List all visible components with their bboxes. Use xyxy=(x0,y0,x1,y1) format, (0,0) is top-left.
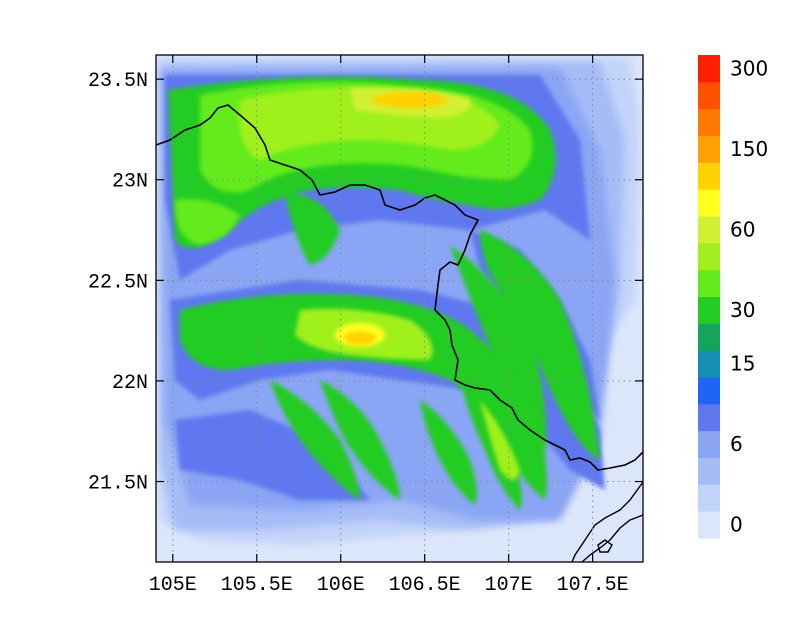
y-tick-label: 22N xyxy=(112,372,148,395)
coastline-inner xyxy=(581,514,643,562)
colorbar-swatch xyxy=(698,108,720,136)
x-tick-label: 105.5E xyxy=(221,574,293,597)
rainfall-level-8-lower xyxy=(180,294,547,510)
colorbar-swatch xyxy=(698,323,720,351)
border-line xyxy=(156,104,643,471)
colorbar-label: 150 xyxy=(730,137,768,161)
plot-frame xyxy=(155,54,644,563)
colorbar-swatch xyxy=(698,189,720,217)
rainfall-level-13 xyxy=(372,92,448,108)
colorbar-swatch xyxy=(698,377,720,405)
island xyxy=(597,539,613,553)
colorbar-swatch xyxy=(698,403,720,432)
y-tick-label: 21.5N xyxy=(88,473,148,496)
colorbar-swatch xyxy=(698,484,720,512)
colorbar-swatch xyxy=(698,55,720,83)
colorbar-swatch xyxy=(698,269,720,297)
coastline xyxy=(571,481,643,562)
x-tick-label: 107E xyxy=(485,574,533,597)
colorbar-swatch xyxy=(698,430,720,458)
colorbar-swatch xyxy=(698,216,720,244)
x-tick-label: 106E xyxy=(317,574,365,597)
colorbar-swatch xyxy=(698,242,720,271)
colorbar-swatch xyxy=(698,457,720,485)
y-tick-label: 23N xyxy=(112,171,148,194)
rainfall-level-13-lower xyxy=(344,331,376,345)
colorbar-swatch xyxy=(698,350,720,378)
colorbar-swatch xyxy=(698,162,720,190)
colorbar: 0 6 15 30 60 150 300 xyxy=(698,55,768,539)
colorbar-label: 300 xyxy=(730,56,768,80)
colorbar-swatch xyxy=(698,296,720,324)
colorbar-swatch xyxy=(698,81,720,110)
axis-ticks: 105E 105.5E 106E 106.5E 107E 107.5E 21.5N 22N 22… xyxy=(88,55,643,597)
x-tick-label: 106.5E xyxy=(389,574,461,597)
y-tick-label: 23.5N xyxy=(88,70,148,93)
x-tick-label: 105E xyxy=(149,574,197,597)
colorbar-label: 0 xyxy=(730,513,743,537)
colorbar-label: 30 xyxy=(730,298,755,322)
colorbar-swatch xyxy=(698,135,720,163)
y-tick-label: 22.5N xyxy=(88,271,148,294)
colorbar-label: 15 xyxy=(730,352,755,376)
plot-area xyxy=(156,55,643,562)
grid-lines xyxy=(156,55,643,562)
colorbar-label: 60 xyxy=(730,217,755,241)
x-tick-label: 107.5E xyxy=(557,574,629,597)
colorbar-label: 6 xyxy=(730,432,743,456)
colorbar-swatch xyxy=(698,511,720,539)
